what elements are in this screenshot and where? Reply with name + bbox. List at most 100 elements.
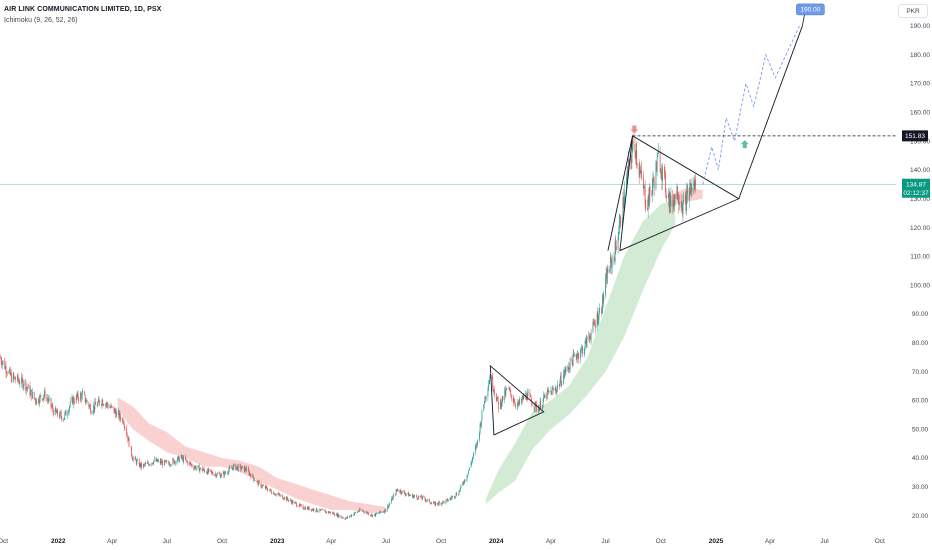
candle-body bbox=[55, 408, 57, 412]
candle-body bbox=[516, 405, 518, 407]
price-axis[interactable]: 20.00 30.00 40.00 50.00 60.00 70.00 80.00 90.00… bbox=[910, 23, 930, 520]
candle-body bbox=[170, 464, 171, 466]
candle-body bbox=[407, 492, 409, 494]
time-tick-label: 2025 bbox=[709, 538, 724, 545]
candle-body bbox=[463, 483, 465, 484]
candle-body bbox=[560, 375, 562, 385]
candle-body bbox=[435, 502, 437, 506]
candle-body bbox=[668, 193, 669, 198]
candle-body bbox=[110, 405, 112, 408]
candle-body bbox=[514, 401, 516, 405]
candle-body bbox=[552, 388, 554, 391]
candle-body bbox=[137, 459, 138, 461]
candle-body bbox=[212, 473, 214, 476]
candle-body bbox=[324, 510, 326, 513]
candle-body bbox=[677, 186, 678, 200]
candle-body bbox=[296, 506, 298, 507]
candle-body bbox=[631, 152, 633, 164]
candle-body bbox=[35, 402, 37, 404]
candle-body bbox=[105, 404, 107, 406]
candle-body bbox=[336, 513, 338, 516]
candle-body bbox=[500, 399, 502, 407]
candle-body bbox=[228, 467, 230, 471]
candle-body bbox=[538, 408, 540, 412]
currency-button[interactable]: PKR bbox=[898, 4, 928, 18]
candle-body bbox=[176, 460, 178, 464]
candle-body bbox=[387, 505, 389, 509]
cloud-bearish bbox=[117, 397, 386, 513]
candle-body bbox=[92, 411, 94, 414]
candle-body bbox=[473, 452, 474, 457]
candle-body bbox=[428, 499, 430, 500]
candle-body bbox=[286, 497, 288, 501]
candle-body bbox=[299, 504, 300, 507]
candle-body bbox=[51, 406, 53, 407]
candle-body bbox=[620, 216, 621, 227]
price-tick-label: 70.00 bbox=[912, 369, 929, 376]
candle-body bbox=[459, 490, 461, 492]
candle-body bbox=[458, 490, 460, 495]
candle-body bbox=[648, 186, 650, 206]
candle-body bbox=[197, 465, 199, 468]
price-tick-label: 50.00 bbox=[912, 426, 929, 433]
candle-body bbox=[267, 489, 269, 492]
candle-body bbox=[200, 467, 201, 470]
candle-body bbox=[278, 493, 279, 495]
last-price-label: 134.87 bbox=[906, 182, 926, 189]
candle-body bbox=[627, 170, 629, 176]
candle-body bbox=[489, 377, 491, 383]
candle-body bbox=[476, 445, 477, 447]
candle-body bbox=[400, 490, 402, 493]
candle-body bbox=[542, 399, 544, 406]
candle-body bbox=[336, 513, 338, 517]
rally-trendline bbox=[607, 135, 633, 251]
candle-body bbox=[568, 368, 570, 370]
candle-body bbox=[434, 502, 436, 506]
candle-body bbox=[392, 497, 393, 500]
candle-body bbox=[60, 412, 62, 417]
candle-body bbox=[674, 194, 676, 199]
candle-body bbox=[567, 366, 569, 368]
candle-body bbox=[229, 467, 231, 468]
candle-body bbox=[326, 511, 327, 513]
candle-body bbox=[362, 510, 363, 511]
candle-body bbox=[388, 504, 390, 508]
time-tick-label: Apr bbox=[326, 538, 337, 545]
candle-body bbox=[571, 358, 573, 361]
candle-body bbox=[138, 459, 140, 467]
candle-body bbox=[300, 505, 302, 506]
candle-body bbox=[416, 495, 417, 497]
candle-body bbox=[57, 409, 59, 416]
candle-body bbox=[231, 467, 233, 469]
candle-body bbox=[315, 508, 317, 512]
candle-body bbox=[636, 163, 638, 165]
candle-body bbox=[245, 470, 247, 471]
candle-body bbox=[294, 502, 296, 504]
candle-body bbox=[605, 273, 607, 279]
candle-body bbox=[610, 257, 612, 259]
candle-body bbox=[606, 273, 608, 284]
resistance-price-box bbox=[902, 130, 928, 142]
candle-body bbox=[563, 374, 564, 384]
candle-body bbox=[424, 496, 426, 500]
candle-body bbox=[470, 462, 472, 468]
time-tick-label: Apr bbox=[765, 538, 776, 545]
candle-body bbox=[417, 498, 419, 500]
candle-body bbox=[257, 480, 259, 486]
candle-body bbox=[107, 402, 108, 406]
candle-body bbox=[539, 407, 540, 412]
candle-body bbox=[199, 469, 201, 472]
candle-body bbox=[214, 474, 216, 476]
candle-body bbox=[21, 376, 23, 380]
candle-body bbox=[639, 171, 641, 173]
candle-body bbox=[350, 515, 352, 517]
candle-body bbox=[611, 258, 612, 268]
indicator-legend[interactable]: Ichimoku (9, 26, 52, 26) bbox=[4, 17, 78, 24]
candle-body bbox=[271, 492, 273, 495]
time-axis[interactable]: Oct 2022 Apr Jul Oct 2023 Apr Jul Oct 2024 Apr Jul O… bbox=[0, 538, 885, 545]
candle-body bbox=[666, 195, 668, 198]
candle-body bbox=[72, 397, 74, 405]
time-tick-label: Jul bbox=[163, 538, 172, 545]
candle-body bbox=[522, 395, 524, 401]
